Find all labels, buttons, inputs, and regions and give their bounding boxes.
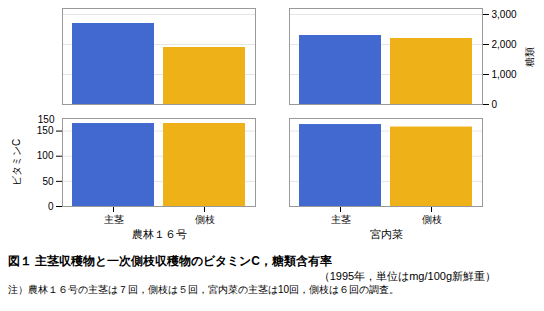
svg-text:主茎: 主茎 — [104, 214, 124, 225]
svg-text:宮内菜: 宮内菜 — [370, 228, 403, 240]
svg-text:農林１６号: 農林１６号 — [132, 228, 187, 240]
svg-text:100: 100 — [37, 150, 54, 161]
svg-text:側枝: 側枝 — [195, 214, 215, 225]
svg-text:ビタミンC: ビタミンC — [11, 139, 22, 186]
svg-text:150: 150 — [37, 125, 54, 136]
svg-text:1,000: 1,000 — [492, 69, 517, 80]
svg-text:3,000: 3,000 — [492, 9, 517, 20]
svg-text:2,000: 2,000 — [492, 39, 517, 50]
svg-text:0: 0 — [48, 201, 54, 212]
html-text:図１ 主茎収穫物と一次側枝収穫物のビタミンC，糖類含有率: 図１ 主茎収穫物と一次側枝収穫物のビタミンC，糖類含有率 — [8, 254, 332, 268]
html-text:注）農林１６号の主茎は７回，側枝は５回，宮内菜の主茎は10回: 注）農林１６号の主茎は７回，側枝は５回，宮内菜の主茎は10回，側枝は６回の調査。 — [8, 284, 400, 295]
svg-text:0: 0 — [492, 99, 498, 110]
svg-text:糖類: 糖類 — [524, 47, 535, 67]
svg-text:側枝: 側枝 — [422, 214, 442, 225]
svg-text:主茎: 主茎 — [331, 214, 351, 225]
html-text:（1995年，単位はmg/100g新鮮重）: （1995年，単位はmg/100g新鮮重） — [318, 270, 496, 282]
svg-text:150: 150 — [38, 114, 55, 125]
svg-text:50: 50 — [42, 176, 54, 187]
